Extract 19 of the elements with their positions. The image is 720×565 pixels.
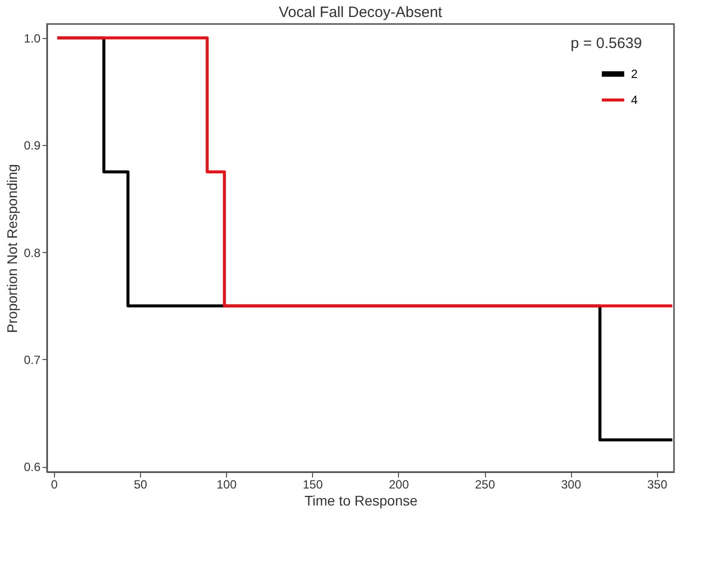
y-tick-label: 0.8	[24, 246, 41, 260]
x-tick-label: 350	[647, 478, 668, 492]
x-tick-label: 250	[475, 478, 496, 492]
x-tick-label: 100	[216, 478, 237, 492]
y-tick-label: 0.6	[24, 460, 41, 474]
y-tick-label: 1.0	[24, 31, 41, 46]
legend-label: 2	[631, 67, 638, 81]
chart-title: Vocal Fall Decoy-Absent	[278, 4, 444, 21]
y-tick-label: 0.7	[24, 352, 41, 367]
x-tick-label: 300	[561, 478, 582, 492]
x-tick-label: 0	[51, 478, 58, 492]
legend-label: 4	[631, 93, 638, 107]
x-tick-label: 200	[388, 478, 410, 492]
y-axis-title: Proportion Not Responding	[4, 164, 20, 333]
x-axis-title: Time to Response	[304, 492, 418, 508]
x-tick-label: 150	[302, 478, 324, 492]
x-tick-label: 50	[134, 478, 148, 492]
annotation: p = 0.5639	[570, 35, 642, 52]
y-tick-label: 0.9	[24, 138, 41, 153]
